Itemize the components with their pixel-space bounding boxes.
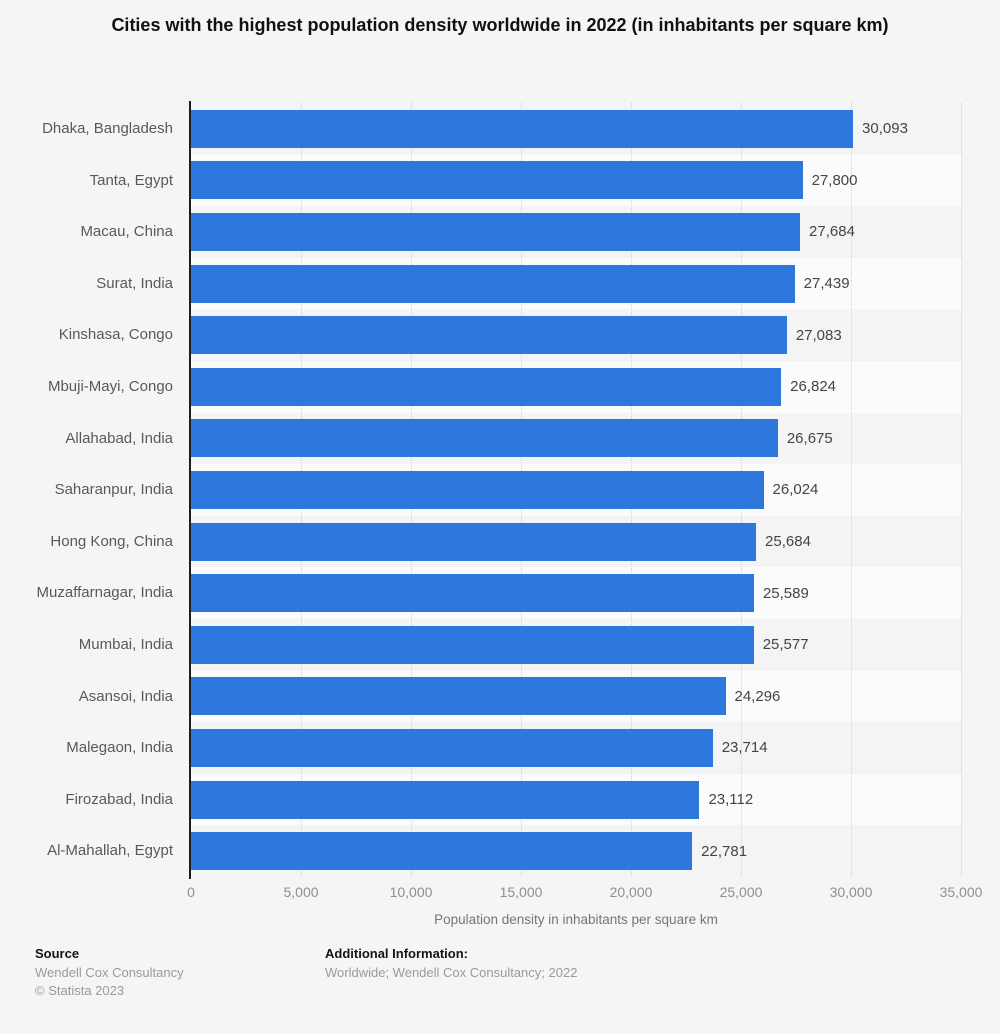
x-tick-label: 35,000 — [939, 884, 983, 900]
value-label: 25,577 — [762, 636, 809, 654]
x-tick-label: 10,000 — [389, 884, 433, 900]
gridline — [851, 103, 852, 877]
category-label: Mumbai, India — [78, 635, 173, 653]
bar — [191, 419, 778, 458]
additional-info-label: Additional Information: — [325, 946, 468, 961]
bar — [191, 470, 764, 509]
bar — [191, 677, 726, 716]
copyright-notice: © Statista 2023 — [35, 983, 125, 998]
value-label: 27,439 — [803, 275, 850, 293]
value-label: 26,824 — [790, 378, 837, 396]
category-label: Firozabad, India — [65, 790, 173, 808]
value-label: 27,684 — [809, 223, 855, 241]
chart-row: 26,024 — [191, 464, 961, 516]
value-label: 26,675 — [786, 429, 833, 447]
x-axis-title: Population density in inhabitants per sq… — [434, 912, 718, 927]
chart-row: 27,684 — [191, 206, 961, 258]
chart-title: Cities with the highest population densi… — [111, 15, 889, 35]
category-label: Al-Mahallah, Egypt — [47, 842, 173, 860]
category-label: Macau, China — [80, 223, 173, 241]
chart-row: 25,577 — [191, 619, 961, 671]
chart-row: 26,675 — [191, 413, 961, 465]
bar — [191, 625, 754, 664]
category-label-column: Dhaka, Bangladesh Tanta, Egypt Macau, Chin… — [0, 103, 190, 877]
bar — [191, 161, 803, 200]
category-label: Muzaffarnagar, India — [36, 584, 173, 602]
chart-row: 25,589 — [191, 567, 961, 619]
category-label: Surat, India — [96, 274, 173, 292]
x-tick-label: 25,000 — [719, 884, 763, 900]
value-label: 23,714 — [721, 739, 768, 757]
value-label: 27,083 — [795, 326, 842, 344]
category-label: Hong Kong, China — [50, 532, 173, 550]
category-label: Allahabad, India — [65, 429, 173, 447]
x-tick-label: 20,000 — [609, 884, 653, 900]
value-label: 26,024 — [772, 481, 819, 499]
x-tick-label: 0 — [187, 884, 195, 900]
chart-row: 23,714 — [191, 722, 961, 774]
bar — [191, 832, 693, 871]
value-label: 24,296 — [734, 687, 781, 705]
gridline — [961, 103, 962, 877]
bar — [191, 316, 787, 355]
plot-area: 30,093 27,800 27,684 27,439 27,083 26,824 26,6… — [191, 103, 962, 877]
source-name: Wendell Cox Consultancy — [35, 965, 184, 980]
source-label: Source — [35, 946, 80, 961]
chart-row: 27,439 — [191, 258, 961, 310]
x-axis-ticks: 0 5,000 10,000 15,000 20,000 25,000 30,000 35,0… — [187, 884, 982, 902]
bar — [191, 264, 795, 303]
bar — [191, 574, 754, 613]
category-label: Dhaka, Bangladesh — [42, 120, 173, 137]
category-label: Asansoi, India — [78, 687, 173, 705]
category-label: Saharanpur, India — [54, 481, 173, 499]
chart-row: 26,824 — [191, 361, 961, 413]
chart-row: 24,296 — [191, 671, 961, 723]
value-label: 25,589 — [762, 584, 809, 602]
additional-info-text: Worldwide; Wendell Cox Consultancy; 2022 — [325, 965, 578, 980]
bar — [191, 109, 854, 148]
value-label: 22,781 — [701, 842, 748, 860]
chart-row: 30,093 — [191, 103, 961, 155]
bar — [191, 212, 801, 251]
bar — [191, 780, 700, 819]
category-label: Kinshasa, Congo — [58, 326, 173, 344]
value-label: 27,800 — [811, 171, 858, 189]
bar — [191, 367, 782, 406]
bars: 30,093 27,800 27,684 27,439 27,083 26,824 26,6… — [191, 103, 961, 877]
x-tick-label: 30,000 — [829, 884, 873, 900]
bar — [191, 522, 757, 561]
value-label: 25,684 — [765, 533, 811, 551]
value-label: 30,093 — [862, 120, 908, 138]
chart-row: 22,781 — [191, 825, 961, 877]
source-block: Source Wendell Cox Consultancy © Statist… — [35, 946, 184, 1001]
category-label: Mbuji-Mayi, Congo — [47, 377, 173, 395]
y-axis-line — [189, 101, 191, 879]
bar — [191, 728, 713, 767]
chart-row: 27,083 — [191, 309, 961, 361]
chart-row: 25,684 — [191, 516, 961, 568]
additional-info-block: Additional Information: Worldwide; Wende… — [325, 946, 577, 983]
category-label: Malegaon, India — [66, 739, 173, 757]
x-tick-label: 15,000 — [499, 884, 543, 900]
x-tick-label: 5,000 — [283, 884, 319, 900]
chart-row: 23,112 — [191, 774, 961, 826]
category-label: Tanta, Egypt — [89, 171, 173, 189]
value-label: 23,112 — [708, 791, 754, 809]
chart-row: 27,800 — [191, 155, 961, 207]
